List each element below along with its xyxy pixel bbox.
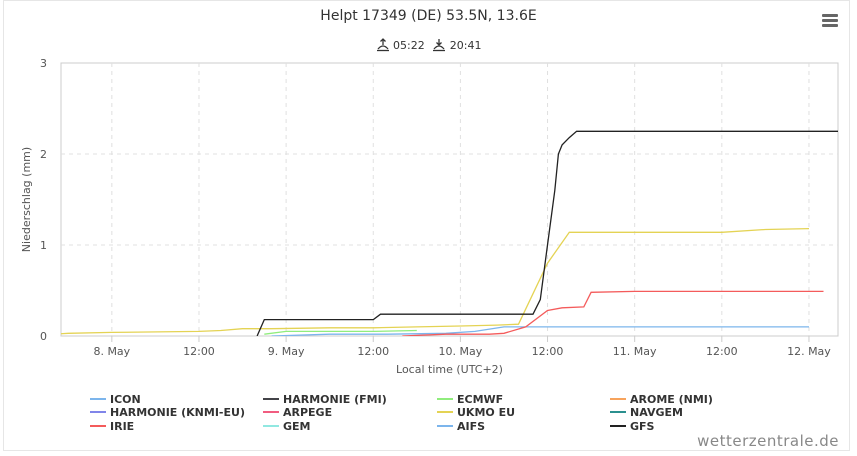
x-tick-label: 9. May [268,345,305,358]
x-tick-label: 8. May [93,345,130,358]
legend-item-navgem[interactable]: NAVGEM [610,406,683,419]
legend-label: HARMONIE (FMI) [283,393,387,406]
legend-label: ICON [110,393,141,406]
legend-label: ECMWF [457,393,504,406]
x-tick-label: 11. May [613,345,657,358]
chart-menu-button[interactable] [822,14,838,28]
x-tick-label: 12:00 [357,345,389,358]
legend-label: IRIE [110,420,135,433]
sunset-time: 20:41 [449,39,482,52]
x-tick-label: 12:00 [183,345,215,358]
series-line-ukmo-eu [61,227,810,335]
x-tick-label: 12:00 [532,345,564,358]
legend-label: UKMO EU [457,406,516,419]
series-line-icon [271,326,809,336]
legend-label: GFS [630,420,655,433]
x-tick-label: 12. May [787,345,831,358]
legend-swatch [610,425,626,427]
legend-swatch [90,411,106,413]
legend-swatch [437,398,453,400]
legend-swatch [610,398,626,400]
legend-item-harmonie-fmi[interactable]: HARMONIE (FMI) [263,393,387,406]
legend-item-aifs[interactable]: AIFS [437,420,485,433]
legend-label: NAVGEM [630,406,683,419]
legend-item-ukmo-eu[interactable]: UKMO EU [437,406,515,419]
y-tick-label: 2 [40,148,47,161]
chart-title: Helpt 17349 (DE) 53.5N, 13.6E [320,8,537,24]
chart-frame [3,0,850,451]
legend-label: ARPEGE [283,406,333,419]
y-tick-label: 3 [40,57,47,70]
legend-item-arpege[interactable]: ARPEGE [263,406,332,419]
legend-item-arome-nmi[interactable]: AROME (NMI) [610,393,713,406]
series-line-ecmwf [264,329,417,335]
sun-times: 05:22 20:41 [0,38,857,52]
legend-swatch [437,411,453,413]
legend-item-gfs[interactable]: GFS [610,420,654,433]
series-line-gfs [256,130,838,336]
legend-swatch [90,398,106,400]
sunrise-time: 05:22 [393,39,425,52]
legend-swatch [437,425,453,427]
legend-label: HARMONIE (KNMI-EU) [110,406,245,419]
legend-label: AIFS [457,420,486,433]
y-tick-label: 0 [40,330,47,343]
x-tick-label: 10. May [439,345,483,358]
legend-label: AROME (NMI) [630,393,713,406]
y-tick-label: 1 [40,239,47,252]
x-tick-label: 12:00 [706,345,738,358]
legend-item-harmonie-knmi-eu[interactable]: HARMONIE (KNMI-EU) [90,406,245,419]
legend-swatch [263,425,279,427]
sunrise-icon [376,38,390,52]
y-axis-label: Niederschlag (mm) [20,147,33,252]
legend-item-irie[interactable]: IRIE [90,420,134,433]
legend-swatch [610,411,626,413]
legend-swatch [90,425,106,427]
legend-item-icon[interactable]: ICON [90,393,141,406]
legend-label: GEM [283,420,311,433]
x-axis-label: Local time (UTC+2) [396,363,503,376]
credit-text: wetterzentrale.de [697,432,839,450]
series-line-irie [402,290,824,336]
sunset-icon [432,38,446,52]
legend-swatch [263,411,279,413]
legend-item-ecmwf[interactable]: ECMWF [437,393,503,406]
legend-item-gem[interactable]: GEM [263,420,311,433]
legend-swatch [263,398,279,400]
plot-area [60,62,839,337]
